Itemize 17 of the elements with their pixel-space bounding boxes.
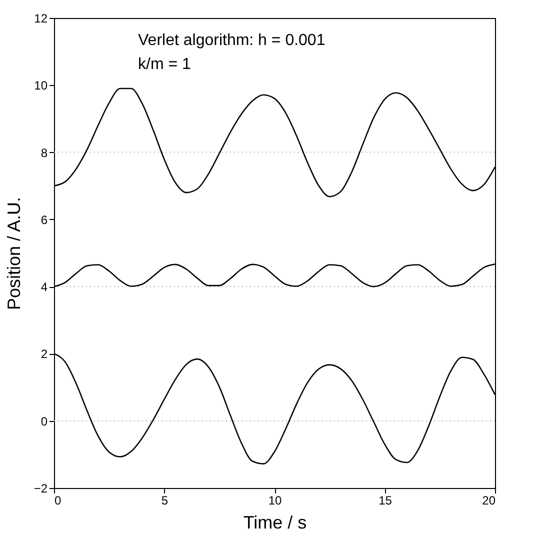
x-tick-label: 0 — [54, 494, 62, 508]
y-tick-label: 10 — [34, 78, 48, 93]
x-axis-title: Time / s — [243, 512, 307, 532]
y-tick-label: 2 — [40, 347, 48, 362]
x-tick-label: 10 — [268, 494, 282, 508]
y-tick-label: 6 — [40, 212, 48, 227]
x-tick-label: 5 — [161, 494, 168, 508]
y-tick-label: 0 — [40, 414, 48, 428]
y-tick-label: 12 — [34, 12, 48, 26]
x-tick-label: 20 — [482, 494, 496, 508]
y-axis-title: Position / A.U. — [4, 196, 24, 310]
y-tick-label: 4 — [40, 280, 48, 294]
y-tick-label: −2 — [34, 482, 48, 496]
y-tick-label: 8 — [40, 146, 48, 160]
annotation: k/m = 1 — [138, 56, 192, 73]
annotation: Verlet algorithm: h = 0.001 — [138, 32, 326, 49]
x-tick-label: 15 — [378, 494, 392, 508]
